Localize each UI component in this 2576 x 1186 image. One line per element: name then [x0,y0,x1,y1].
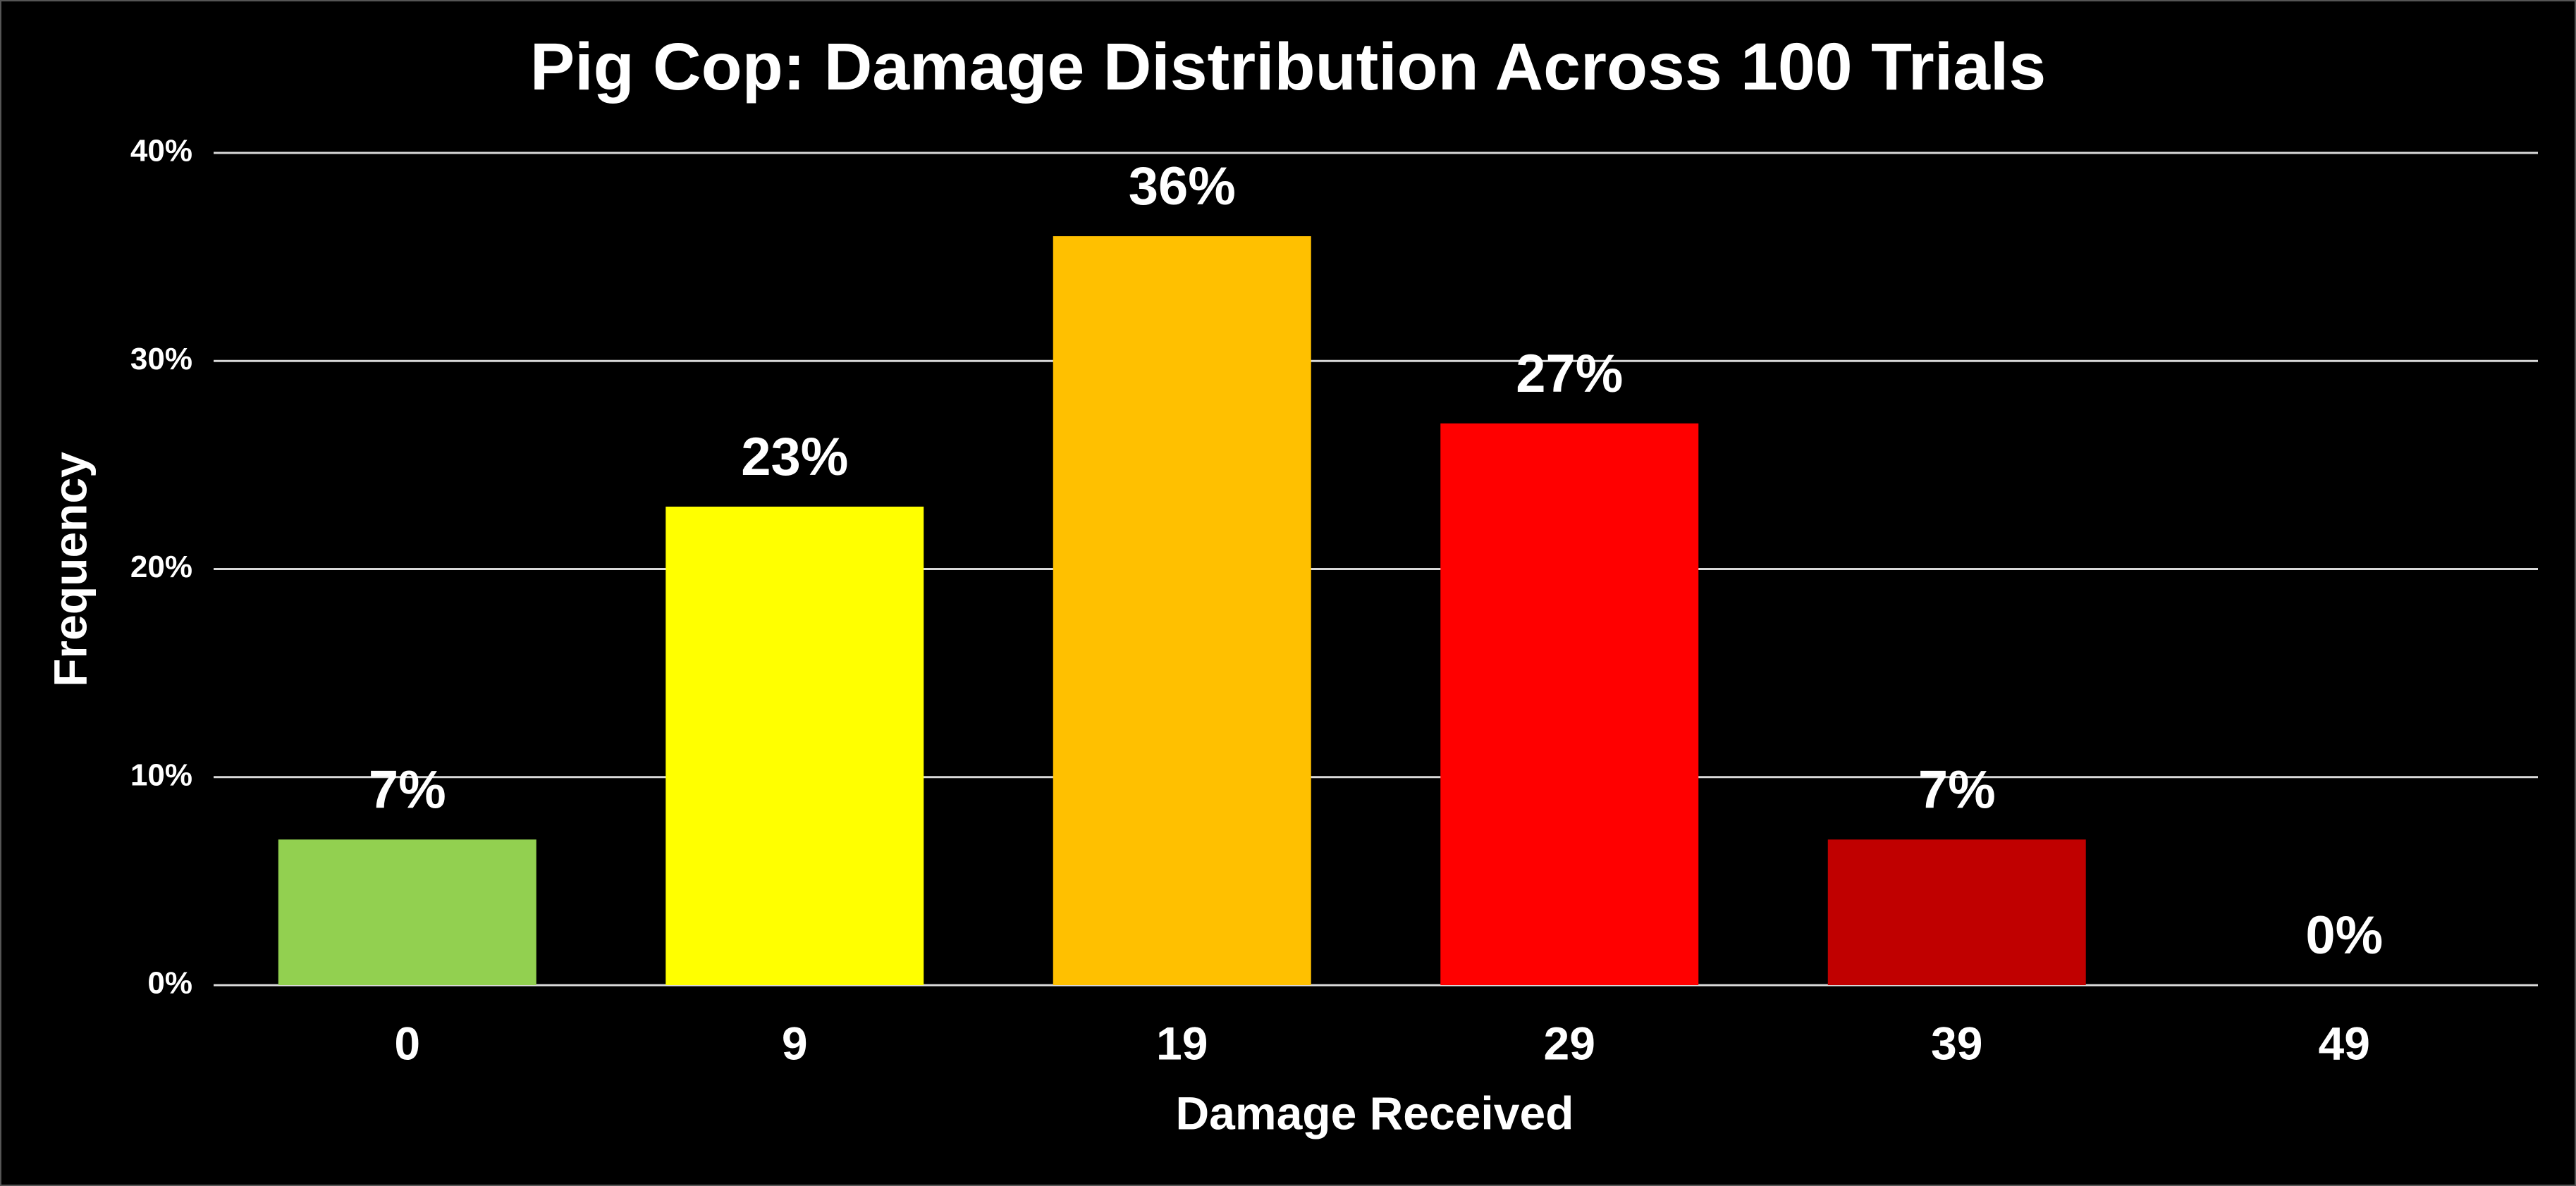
x-tick-label: 19 [1156,1017,1208,1069]
data-label: 0% [2305,906,2383,965]
y-tick-label: 30% [130,342,192,376]
y-tick-label: 0% [147,966,192,1001]
bar [666,506,924,985]
bar [1440,423,1699,985]
data-label: 23% [741,427,848,487]
bar [1827,839,2086,985]
bar [278,839,536,985]
bar [1053,236,1311,986]
x-axis-title: Damage Received [1176,1087,1574,1139]
x-tick-label: 39 [1931,1017,1982,1069]
data-label: 27% [1516,344,1623,404]
x-tick-label: 9 [782,1017,808,1069]
data-label: 36% [1129,156,1236,216]
data-label: 7% [369,760,446,820]
y-tick-label: 40% [130,134,192,168]
y-tick-label: 10% [130,758,192,792]
x-tick-label: 0 [394,1017,420,1069]
chart-title: Pig Cop: Damage Distribution Across 100 … [530,30,2046,104]
x-tick-label: 29 [1544,1017,1595,1069]
x-tick-label: 49 [2319,1017,2370,1069]
data-label: 7% [1918,760,1996,820]
y-axis-title: Frequency [44,452,96,687]
y-tick-label: 20% [130,550,192,584]
